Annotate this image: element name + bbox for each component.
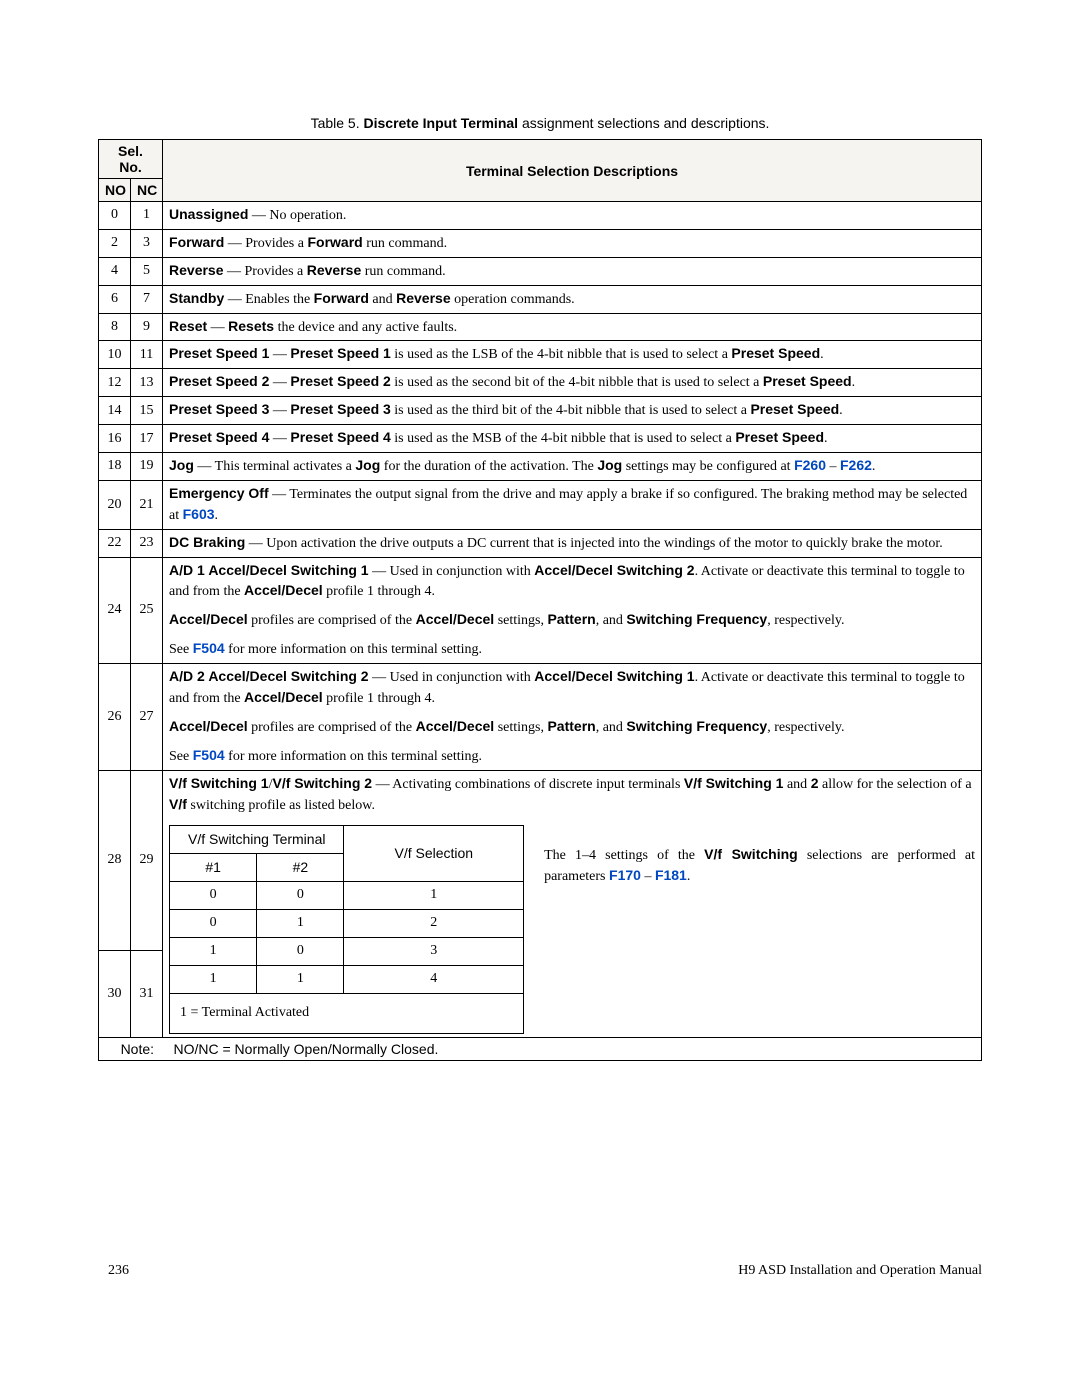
manual-title: H9 ASD Installation and Operation Manual [738, 1263, 982, 1279]
row-vf-28: 28 29 V/f Switching 1/V/f Switching 2 — … [99, 770, 982, 950]
inner-row: 012 [170, 910, 524, 938]
link-f181[interactable]: F181 [655, 867, 687, 883]
inner-row: 001 [170, 882, 524, 910]
table-row: 01Unassigned — No operation. [99, 202, 982, 230]
caption-bold: Discrete Input Terminal [364, 115, 519, 131]
header-row-1: Sel. No. Terminal Selection Descriptions [99, 140, 982, 179]
table-row: 1415Preset Speed 3 — Preset Speed 3 is u… [99, 397, 982, 425]
table-row: 45Reverse — Provides a Reverse run comma… [99, 257, 982, 285]
inner-foot: 1 = Terminal Activated [170, 993, 524, 1033]
link-f262[interactable]: F262 [840, 457, 872, 473]
table-row: 67Standby — Enables the Forward and Reve… [99, 285, 982, 313]
jog-nc: 19 [131, 453, 163, 481]
link-f170[interactable]: F170 [609, 867, 641, 883]
inner-row: 103 [170, 938, 524, 966]
header-nc: NC [131, 179, 163, 202]
row-jog: 18 19 Jog — This terminal activates a Jo… [99, 453, 982, 481]
vf-sidenote: The 1–4 settings of the V/f Switching se… [544, 825, 975, 887]
page-number: 236 [108, 1263, 129, 1279]
link-f260[interactable]: F260 [794, 457, 826, 473]
inner-h2: V/f Selection [344, 826, 524, 882]
header-selno: Sel. No. [99, 140, 163, 179]
table-row: 23Forward — Provides a Forward run comma… [99, 229, 982, 257]
note-row: Note: NO/NC = Normally Open/Normally Clo… [99, 1037, 982, 1060]
inner-table: V/f Switching Terminal V/f Selection #1 … [169, 825, 524, 1033]
caption-rest: assignment selections and descriptions. [518, 115, 769, 131]
header-title: Terminal Selection Descriptions [163, 140, 982, 202]
table-row: 1011Preset Speed 1 — Preset Speed 1 is u… [99, 341, 982, 369]
row-dcbraking: 22 23 DC Braking — Upon activation the d… [99, 529, 982, 557]
caption-lead: Table 5. [311, 115, 364, 131]
page: Table 5. Discrete Input Terminal assignm… [0, 0, 1080, 1397]
link-f504-a[interactable]: F504 [193, 640, 225, 656]
inner-row: 114 [170, 965, 524, 993]
page-footer: 236 H9 ASD Installation and Operation Ma… [108, 1263, 982, 1279]
table-caption: Table 5. Discrete Input Terminal assignm… [98, 115, 982, 131]
header-no: NO [99, 179, 131, 202]
vf-desc-cell: V/f Switching 1/V/f Switching 2 — Activa… [163, 770, 982, 1037]
row-ad2: 26 27 A/D 2 Accel/Decel Switching 2 — Us… [99, 664, 982, 771]
link-f603[interactable]: F603 [183, 506, 215, 522]
main-table: Sel. No. Terminal Selection Descriptions… [98, 139, 982, 1061]
table-row: 1617Preset Speed 4 — Preset Speed 4 is u… [99, 425, 982, 453]
inner-h1: V/f Switching Terminal [170, 826, 344, 854]
jog-no: 18 [99, 453, 131, 481]
table-row: 1213Preset Speed 2 — Preset Speed 2 is u… [99, 369, 982, 397]
table-row: 89Reset — Resets the device and any acti… [99, 313, 982, 341]
link-f504-b[interactable]: F504 [193, 747, 225, 763]
row-ad1: 24 25 A/D 1 Accel/Decel Switching 1 — Us… [99, 557, 982, 664]
row-emergency: 20 21 Emergency Off — Terminates the out… [99, 480, 982, 529]
note-cell: Note: NO/NC = Normally Open/Normally Clo… [99, 1037, 982, 1060]
jog-desc: Jog — This terminal activates a Jog for … [163, 453, 982, 481]
